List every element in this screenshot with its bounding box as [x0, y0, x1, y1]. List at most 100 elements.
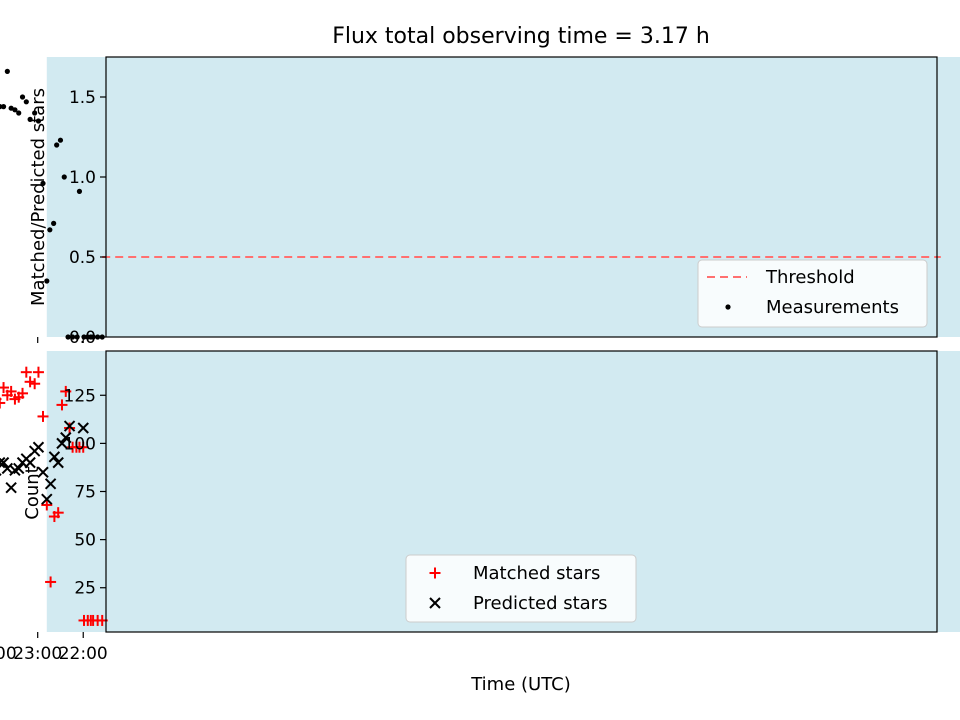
measurements-series	[0, 68, 105, 340]
measurement-point	[0, 104, 7, 110]
matched-star-point	[0, 382, 10, 394]
measurement-point	[16, 110, 22, 116]
bottom-legend: Matched stars Predicted stars	[405, 554, 637, 623]
measurement-point	[40, 180, 46, 186]
bottom-axes-frame	[105, 350, 938, 633]
top-legend: Threshold Measurements	[697, 259, 928, 328]
cross-b	[56, 437, 68, 450]
matched-star-point	[1, 389, 13, 401]
bottom-legend-box	[405, 554, 637, 623]
predicted-star-point	[56, 437, 68, 450]
measurement-point	[76, 188, 83, 194]
legend-matched-swatch	[429, 567, 441, 579]
top-axes-frame	[105, 56, 938, 338]
cross-b	[44, 478, 57, 490]
matched-star-point	[37, 410, 49, 422]
cross-b	[48, 451, 61, 463]
cross-b	[5, 481, 17, 494]
predicted-star-point	[41, 493, 53, 505]
top-y-ticks: 0.0 0.5 1.0 1.5	[69, 88, 106, 348]
legend-predicted-label: Predicted stars	[473, 593, 607, 614]
y-tick-label: 1.0	[69, 168, 96, 188]
y-tick-label: 50	[74, 531, 96, 551]
legend-threshold-label: Threshold	[765, 267, 855, 288]
measurement-point	[61, 174, 67, 180]
predicted-star-point	[37, 466, 49, 478]
matched-star-point	[56, 399, 68, 411]
matched-star-point	[78, 614, 90, 626]
measurement-point	[32, 110, 38, 116]
y-tick-label: 75	[74, 483, 96, 503]
bottom-y-axis-label: Count	[22, 466, 43, 519]
count-series	[0, 366, 108, 626]
measurement-point	[35, 118, 42, 124]
measurement-point	[65, 334, 71, 340]
x-tick-label: 23:00	[13, 644, 62, 664]
cross-a	[0, 461, 6, 469]
measurement-point	[4, 68, 10, 74]
y-tick-label: 0.0	[69, 328, 96, 348]
top-y-axis-label: Matched/Predicted stars	[28, 88, 49, 306]
matched-star-point	[0, 397, 6, 409]
x-axis-label: Time (UTC)	[470, 674, 571, 695]
measurement-point	[47, 227, 53, 233]
matched-star-point	[24, 376, 36, 388]
measurement-point	[51, 220, 57, 226]
bottom-y-ticks: 25 50 75 100 125	[64, 386, 106, 599]
top-panel: 0.0 0.5 1.0 1.5 Matched/Predicted stars Thr…	[0, 56, 960, 348]
matched-star-point	[9, 393, 21, 405]
x-tick-label: 22:00	[59, 644, 108, 664]
matched-star-point	[60, 385, 72, 397]
top-x-ticks	[37, 337, 84, 343]
measurement-point	[0, 104, 3, 110]
chart-title: Flux total observing time = 3.17 h	[332, 24, 710, 49]
measurement-point	[27, 116, 33, 122]
predicted-star-point	[77, 422, 89, 434]
predicted-star-point	[52, 456, 64, 469]
measurement-point	[57, 137, 64, 143]
measurement-point	[19, 94, 26, 100]
measurement-point	[54, 142, 60, 148]
measurement-point	[95, 334, 101, 340]
measurement-point	[8, 105, 14, 111]
cross-b	[429, 597, 441, 609]
legend-measurements-swatch	[725, 304, 731, 310]
predicted-star-point	[63, 420, 76, 432]
cross-b	[77, 422, 89, 434]
predicted-star-point	[0, 456, 6, 469]
y-tick-label: 0.5	[69, 248, 96, 268]
matched-star-point	[32, 366, 44, 378]
cross-b	[1, 462, 14, 475]
y-tick-label: 100	[64, 434, 96, 454]
legend-predicted-swatch	[429, 597, 441, 609]
y-tick-label: 125	[64, 386, 96, 406]
y-tick-label: 25	[74, 579, 96, 599]
legend-matched-label: Matched stars	[473, 563, 600, 584]
measurement-point	[74, 334, 80, 340]
cross-b	[37, 466, 49, 478]
cross-b	[41, 493, 53, 505]
predicted-star-point	[1, 462, 14, 475]
predicted-star-point	[48, 451, 61, 463]
top-legend-box	[697, 259, 928, 328]
measurement-point	[44, 278, 50, 284]
matched-star-point	[64, 422, 76, 434]
predicted-star-point	[5, 481, 17, 494]
matched-star-point	[67, 441, 79, 453]
measurement-point	[85, 334, 91, 340]
measurement-point	[23, 99, 29, 105]
matched-star-point	[48, 511, 60, 523]
predicted-star-point	[44, 478, 57, 490]
cross-b	[0, 456, 6, 464]
legend-measurements-label: Measurements	[766, 297, 899, 318]
measurement-point	[70, 334, 76, 340]
matched-star-point	[45, 576, 57, 588]
cross-b	[63, 420, 76, 432]
cross-b	[52, 456, 64, 469]
x-tick-label: 00:00	[0, 644, 17, 664]
matched-star-point	[20, 366, 32, 378]
predicted-star-point	[60, 431, 72, 444]
